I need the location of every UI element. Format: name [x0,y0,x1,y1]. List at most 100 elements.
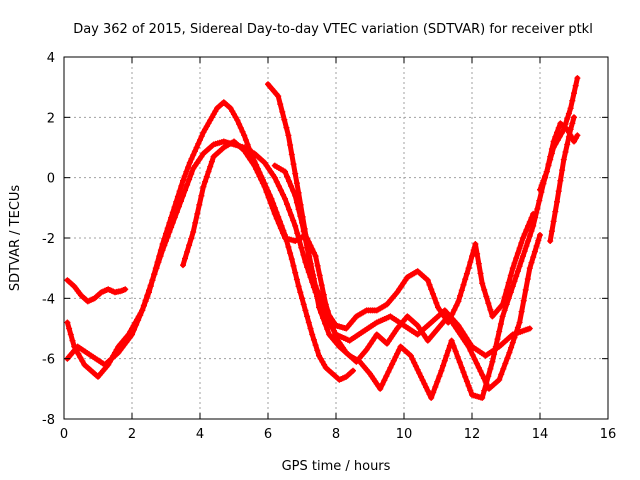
data-point [433,299,440,306]
y-tick-label: 0 [47,172,55,187]
data-point [457,292,464,299]
data-point [470,247,477,254]
data-point [477,270,484,277]
data-point [279,108,286,115]
series-markers-6 [180,138,543,392]
data-point [474,250,481,257]
data-point [485,300,492,307]
data-point [395,347,402,354]
data-point [322,301,329,308]
data-point [305,239,312,245]
data-point [147,282,154,289]
y-tick-label: -2 [42,232,55,247]
data-point [513,329,520,336]
data-point [292,222,299,229]
data-point [180,177,186,184]
data-point [507,272,514,279]
data-point [409,356,416,363]
data-point [159,247,166,254]
data-point [299,219,305,226]
data-point [526,265,533,272]
data-point [261,183,268,190]
data-point [290,161,297,168]
data-point [186,242,193,249]
data-point [243,150,250,157]
data-point [431,295,438,302]
data-point [463,270,470,277]
data-point [267,200,274,206]
data-point [560,156,567,163]
data-point [421,380,428,387]
data-point [487,306,494,313]
data-point [511,260,518,267]
data-point [77,354,84,361]
series-group [64,75,581,401]
y-tick-label: -4 [42,292,55,307]
data-point [471,356,478,363]
data-point [122,286,129,293]
x-tick-label: 6 [264,427,272,442]
data-point [203,173,210,180]
data-point [182,187,188,194]
data-point [293,199,300,206]
data-point [504,355,511,362]
data-point [531,248,538,255]
data-point [318,309,324,316]
data-point [522,286,529,293]
data-point [535,237,542,244]
data-point [142,297,149,304]
data-point [525,238,532,244]
data-point [178,198,184,205]
data-point [379,381,386,388]
data-point [456,359,463,366]
y-tick-label: -8 [42,413,55,428]
data-point [567,105,574,112]
data-point [271,174,278,181]
data-point [198,133,205,140]
data-point [460,369,467,376]
data-point [475,260,482,267]
x-tick-label: 16 [600,427,617,442]
data-point [514,268,521,275]
data-point [487,365,494,372]
data-point [302,259,309,266]
data-point [426,391,433,398]
data-point [506,349,513,356]
data-point [383,373,390,380]
data-point [521,248,528,255]
series-markers-8 [547,114,577,244]
data-point [293,276,300,283]
data-point [564,115,571,122]
data-point [316,304,322,311]
data-point [287,142,294,148]
data-point [569,97,576,104]
data-point [574,132,581,139]
data-point [236,121,243,128]
data-point [547,153,554,160]
data-point [479,371,486,378]
y-tick-label: 2 [47,111,55,126]
data-point [290,187,297,194]
data-point [467,259,474,266]
data-point [286,206,293,213]
data-point [281,116,288,123]
data-point [526,325,533,332]
data-point [520,253,526,260]
data-point [285,244,292,250]
data-point [412,363,419,370]
data-point [540,177,547,184]
data-point [555,188,562,195]
data-point [168,224,175,231]
data-point [565,133,572,140]
series-markers-1 [64,99,356,383]
data-point [314,347,321,354]
data-point [297,213,304,220]
data-point [569,120,576,127]
data-point [66,325,73,332]
series-markers-4 [265,75,581,401]
data-point [552,133,559,140]
data-point [480,375,487,382]
data-point [497,321,504,327]
data-point [79,358,86,365]
data-point [414,366,421,373]
